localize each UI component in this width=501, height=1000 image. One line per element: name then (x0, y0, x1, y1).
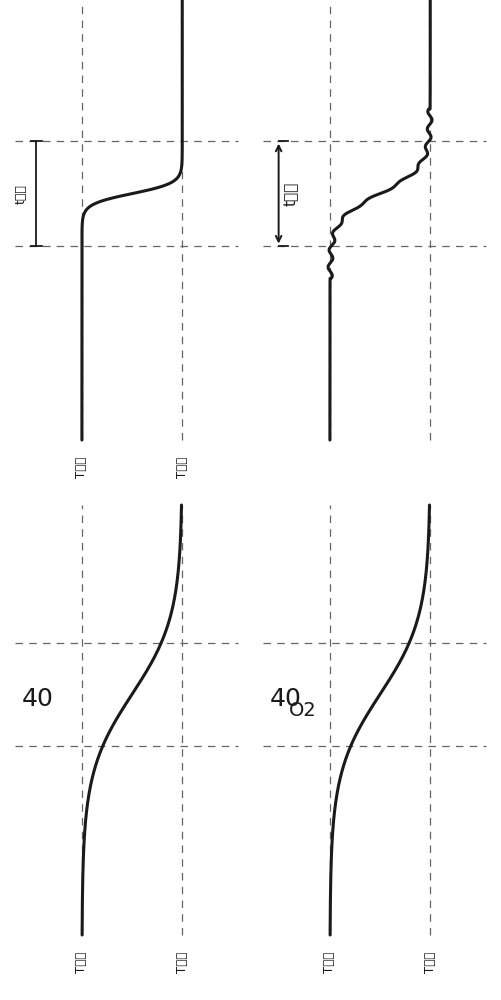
Text: O2: O2 (289, 701, 317, 720)
Text: t下降: t下降 (15, 184, 28, 204)
Text: t下降: t下降 (284, 181, 299, 206)
Text: T下部: T下部 (176, 952, 189, 973)
Text: T上部: T上部 (76, 952, 88, 973)
Text: T下部: T下部 (424, 952, 437, 973)
Text: 40: 40 (22, 686, 54, 710)
Text: 40: 40 (270, 686, 302, 710)
Text: T下部: T下部 (176, 457, 189, 478)
Text: T上部: T上部 (324, 952, 336, 973)
Text: T上部: T上部 (76, 457, 88, 478)
